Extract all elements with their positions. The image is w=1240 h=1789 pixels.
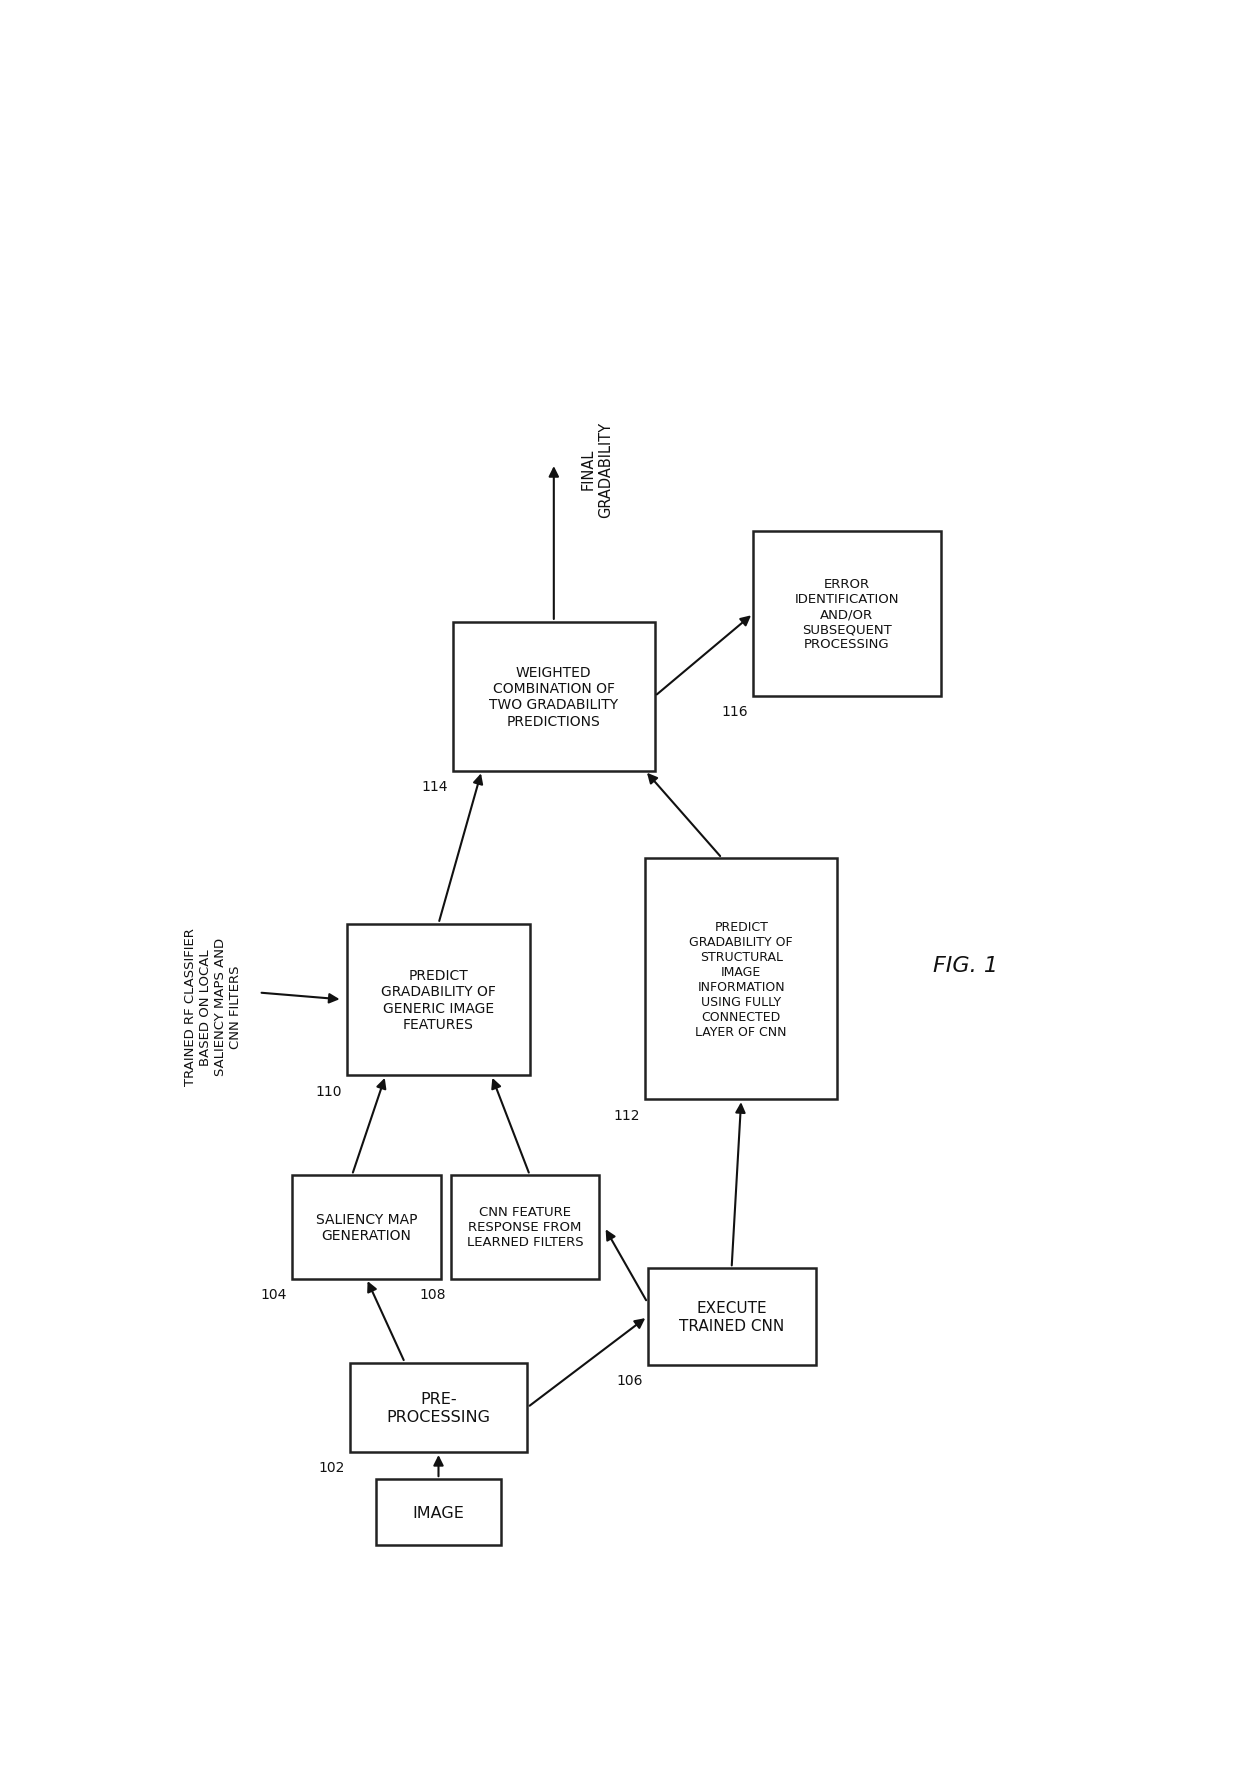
Text: 102: 102: [319, 1460, 345, 1474]
Bar: [347, 925, 529, 1075]
Text: 108: 108: [419, 1286, 445, 1301]
Text: FIG. 1: FIG. 1: [934, 955, 998, 975]
Text: SALIENCY MAP
GENERATION: SALIENCY MAP GENERATION: [316, 1213, 417, 1242]
Text: 112: 112: [614, 1107, 640, 1122]
Bar: [753, 531, 941, 698]
Text: 114: 114: [422, 780, 448, 794]
Text: FINAL
GRADABILITY: FINAL GRADABILITY: [580, 422, 614, 517]
Text: PREDICT
GRADABILITY OF
GENERIC IMAGE
FEATURES: PREDICT GRADABILITY OF GENERIC IMAGE FEA…: [381, 968, 496, 1030]
Text: 110: 110: [316, 1084, 342, 1098]
Text: EXECUTE
TRAINED CNN: EXECUTE TRAINED CNN: [680, 1301, 784, 1333]
Text: IMAGE: IMAGE: [413, 1505, 465, 1521]
Bar: [376, 1480, 501, 1546]
Text: 106: 106: [616, 1374, 642, 1386]
Bar: [291, 1175, 441, 1279]
Text: PREDICT
GRADABILITY OF
STRUCTURAL
IMAGE
INFORMATION
USING FULLY
CONNECTED
LAYER : PREDICT GRADABILITY OF STRUCTURAL IMAGE …: [689, 920, 794, 1038]
Text: CNN FEATURE
RESPONSE FROM
LEARNED FILTERS: CNN FEATURE RESPONSE FROM LEARNED FILTER…: [466, 1206, 583, 1249]
Text: TRAINED RF CLASSIFIER
BASED ON LOCAL
SALIENCY MAPS AND
CNN FILTERS: TRAINED RF CLASSIFIER BASED ON LOCAL SAL…: [184, 928, 242, 1086]
Text: WEIGHTED
COMBINATION OF
TWO GRADABILITY
PREDICTIONS: WEIGHTED COMBINATION OF TWO GRADABILITY …: [490, 666, 619, 728]
Text: 116: 116: [722, 705, 749, 719]
Bar: [350, 1363, 527, 1453]
Text: PRE-
PROCESSING: PRE- PROCESSING: [387, 1392, 491, 1424]
Text: ERROR
IDENTIFICATION
AND/OR
SUBSEQUENT
PROCESSING: ERROR IDENTIFICATION AND/OR SUBSEQUENT P…: [795, 578, 899, 651]
Bar: [450, 1175, 599, 1279]
Text: 104: 104: [260, 1286, 288, 1301]
Bar: [453, 623, 655, 771]
Bar: [647, 1268, 816, 1365]
Bar: [645, 859, 837, 1100]
